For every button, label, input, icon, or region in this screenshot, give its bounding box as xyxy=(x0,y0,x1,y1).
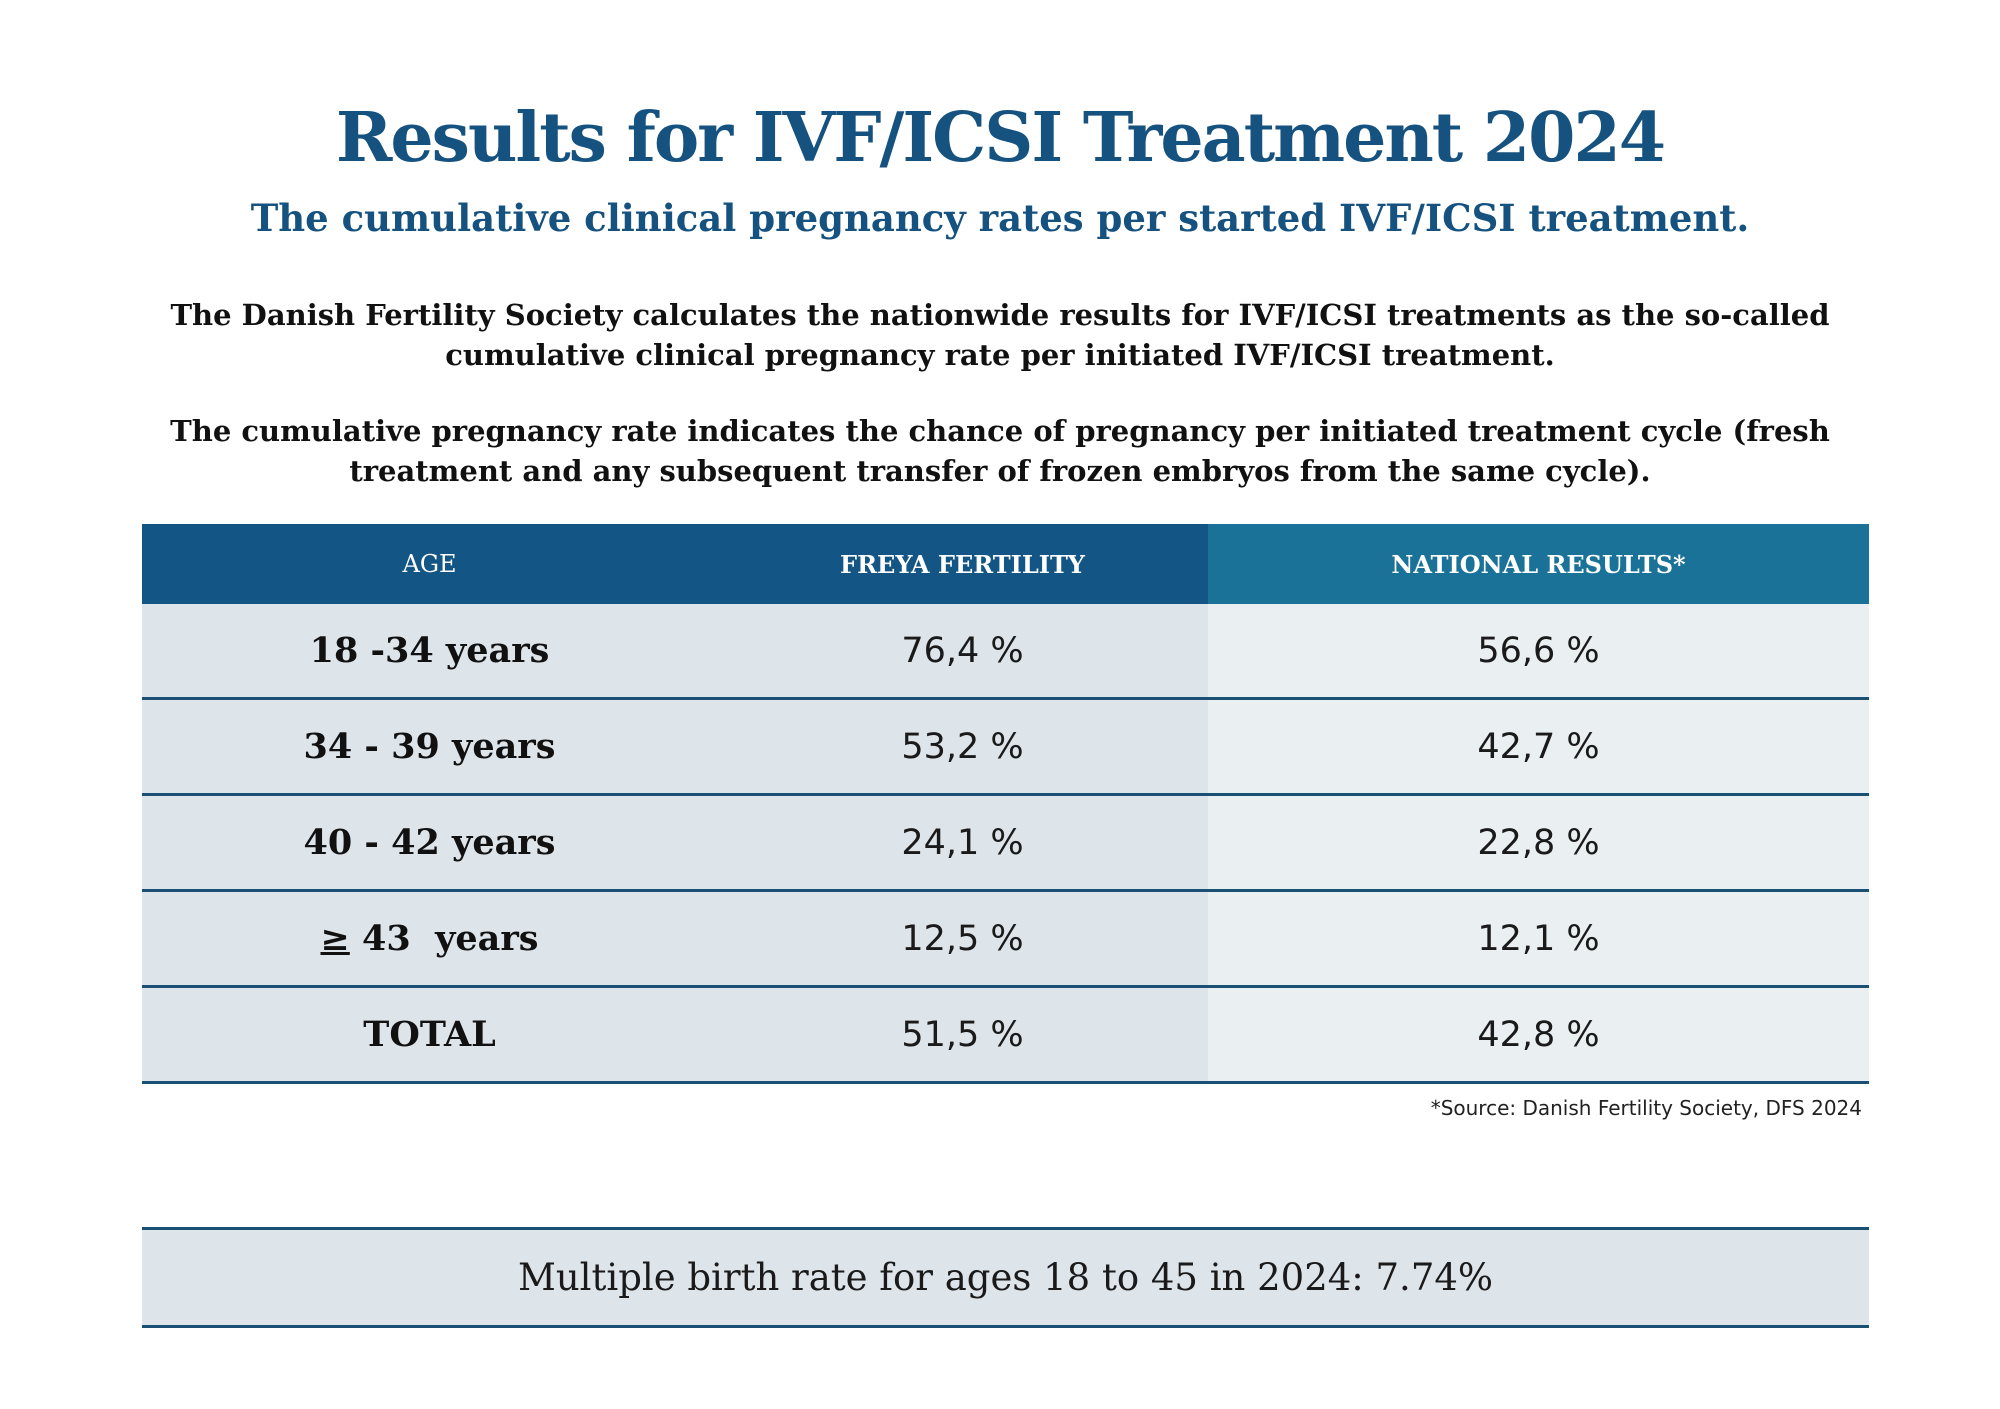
header-age: AGE xyxy=(142,524,717,604)
table-row: ≥ 43 years 12,5 % 12,1 % xyxy=(142,890,1869,988)
source-note: *Source: Danish Fertility Society, DFS 2… xyxy=(1430,1096,1862,1120)
table-body: 18 -34 years 76,4 % 56,6 % 34 - 39 years… xyxy=(142,604,1869,1084)
national-value-cell: 22,8 % xyxy=(1208,794,1869,892)
freya-value-cell: 24,1 % xyxy=(717,794,1208,892)
freya-value-cell: 51,5 % xyxy=(717,986,1208,1084)
table-row: 18 -34 years 76,4 % 56,6 % xyxy=(142,604,1869,700)
header-national-results: NATIONAL RESULTS* xyxy=(1208,524,1869,604)
freya-value-cell: 53,2 % xyxy=(717,698,1208,796)
freya-value-cell: 76,4 % xyxy=(717,604,1208,700)
age-cell: ≥ 43 years xyxy=(142,890,717,988)
age-cell-label: 43 years xyxy=(349,918,539,959)
table-row-total: TOTAL 51,5 % 42,8 % xyxy=(142,986,1869,1084)
greater-or-equal-symbol: ≥ xyxy=(320,918,350,959)
table-header: AGE FREYA FERTILITY NATIONAL RESULTS* xyxy=(142,524,1869,604)
age-cell: 40 - 42 years xyxy=(142,794,717,892)
intro-paragraph-2: The cumulative pregnancy rate indicates … xyxy=(170,414,1830,488)
multiple-birth-rate-box: Multiple birth rate for ages 18 to 45 in… xyxy=(142,1227,1869,1328)
national-value-cell: 42,7 % xyxy=(1208,698,1869,796)
page-title: Results for IVF/ICSI Treatment 2024 xyxy=(335,98,1666,178)
page-subtitle: The cumulative clinical pregnancy rates … xyxy=(250,196,1750,240)
national-value-cell: 12,1 % xyxy=(1208,890,1869,988)
national-value-cell: 56,6 % xyxy=(1208,604,1869,700)
header-freya-fertility: FREYA FERTILITY xyxy=(717,524,1208,604)
national-value-cell: 42,8 % xyxy=(1208,986,1869,1084)
header-row: AGE FREYA FERTILITY NATIONAL RESULTS* xyxy=(142,524,1869,604)
intro-paragraph-1: The Danish Fertility Society calculates … xyxy=(170,298,1830,372)
multiple-birth-rate-text: Multiple birth rate for ages 18 to 45 in… xyxy=(517,1256,1494,1299)
age-cell: 34 - 39 years xyxy=(142,698,717,796)
table-row: 40 - 42 years 24,1 % 22,8 % xyxy=(142,794,1869,892)
age-cell: 18 -34 years xyxy=(142,604,717,700)
freya-value-cell: 12,5 % xyxy=(717,890,1208,988)
age-cell-total: TOTAL xyxy=(142,986,717,1084)
results-table: AGE FREYA FERTILITY NATIONAL RESULTS* 18… xyxy=(142,524,1869,1084)
table-row: 34 - 39 years 53,2 % 42,7 % xyxy=(142,698,1869,796)
